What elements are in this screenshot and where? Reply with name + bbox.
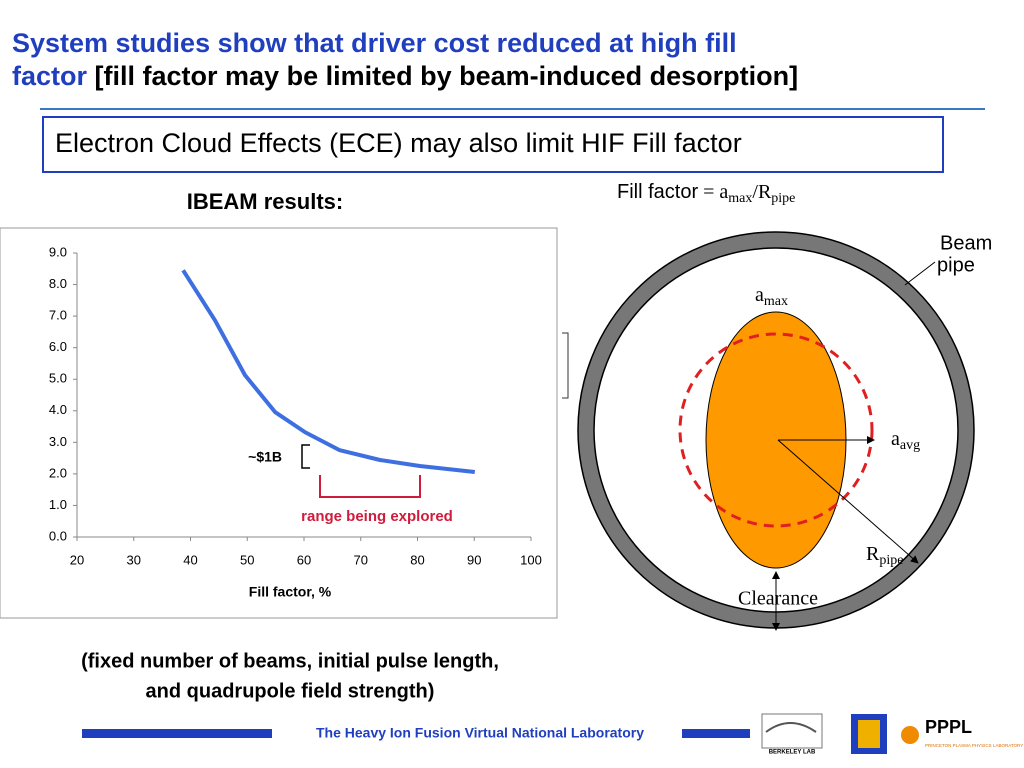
cost-bracket: [301, 444, 310, 469]
ece-box: [42, 116, 944, 173]
aavg: a: [891, 428, 900, 450]
amax-label: amax: [755, 284, 788, 310]
title-black: [fill factor may be limited by beam-indu…: [95, 61, 799, 91]
aavg-sub: avg: [900, 438, 920, 453]
formula: Fill factor = amax/Rpipe: [617, 181, 795, 207]
x-tick-label: 90: [467, 552, 481, 567]
y-tick-label: 0.0: [49, 528, 67, 543]
pppl-sun: [901, 726, 919, 744]
title-blue: factor: [12, 61, 88, 91]
x-tick-label: 60: [297, 552, 311, 567]
llnl-logo-inner: [858, 720, 880, 748]
x-tick-label: 100: [520, 552, 542, 567]
ece-text: Electron Cloud Effects (ECE) may also li…: [55, 128, 742, 158]
formula-mid: /R: [752, 181, 772, 203]
title-line2: factor [fill factor may be limited by be…: [12, 61, 798, 91]
series-line: [181, 269, 476, 474]
beam-pipe-pointer: [904, 261, 936, 286]
x-tick-label: 50: [240, 552, 254, 567]
clearance-label: Clearance: [738, 588, 818, 610]
formula-text: Fill factor: [617, 181, 698, 203]
footer-bar-left: [82, 729, 272, 738]
range-label: range being explored: [301, 508, 453, 525]
rpipe: R: [866, 543, 880, 565]
avg-circle: [678, 332, 874, 528]
chart-heading: IBEAM results:: [187, 189, 343, 214]
x-tick-label: 70: [354, 552, 368, 567]
berkeley-logo: [761, 713, 823, 749]
y-tick-label: 1.0: [49, 497, 67, 512]
range-bracket: [319, 475, 421, 498]
berkeley-arc: [765, 722, 817, 733]
y-tick-label: 9.0: [49, 244, 67, 259]
beam-pipe-1: Beam: [940, 232, 992, 254]
x-tick-label: 30: [127, 552, 141, 567]
bracket-partial: [562, 332, 569, 399]
amax-sub: max: [764, 294, 788, 309]
chart-frame: [0, 227, 558, 619]
y-tick-label: 4.0: [49, 402, 67, 417]
caption-2: and quadrupole field strength): [146, 680, 435, 702]
rpipe-label: Rpipe: [866, 543, 903, 569]
y-tick-label: 7.0: [49, 308, 67, 323]
y-tick-label: 8.0: [49, 276, 67, 291]
cost-label: ~$1B: [248, 449, 282, 465]
y-tick-label: 5.0: [49, 371, 67, 386]
rpipe-arrow: [777, 439, 919, 564]
x-axis-title: Fill factor, %: [249, 584, 332, 600]
amax: a: [755, 284, 764, 306]
pppl-sub: PRINCETON PLASMA PHYSICS LABORATORY: [925, 743, 1023, 748]
y-tick-label: 2.0: [49, 465, 67, 480]
footer-text: The Heavy Ion Fusion Virtual National La…: [316, 725, 644, 741]
aavg-label: aavg: [891, 428, 920, 454]
formula-sub1: max: [728, 191, 752, 206]
x-tick-label: 20: [70, 552, 84, 567]
y-tick-label: 6.0: [49, 339, 67, 354]
x-tick-label: 40: [183, 552, 197, 567]
title-line1: System studies show that driver cost red…: [12, 28, 737, 58]
footer-bar-right: [682, 729, 750, 738]
beam-pipe-2: pipe: [937, 254, 975, 276]
berkeley-text: BERKELEY LAB: [769, 750, 816, 756]
x-tick-label: 80: [410, 552, 424, 567]
plot: 0.0 1.0 2.0 3.0 4.0 5.0 6.0 7.0 8.0 9.0 20 30 40 50 60…: [49, 244, 542, 567]
caption-1: (fixed number of beams, initial pulse le…: [81, 650, 499, 672]
y-tick-label: 3.0: [49, 434, 67, 449]
rpipe-sub: pipe: [879, 553, 903, 568]
pppl-text: PPPL: [925, 717, 972, 737]
formula-eq: = a: [698, 181, 728, 203]
formula-sub2: pipe: [771, 191, 795, 206]
